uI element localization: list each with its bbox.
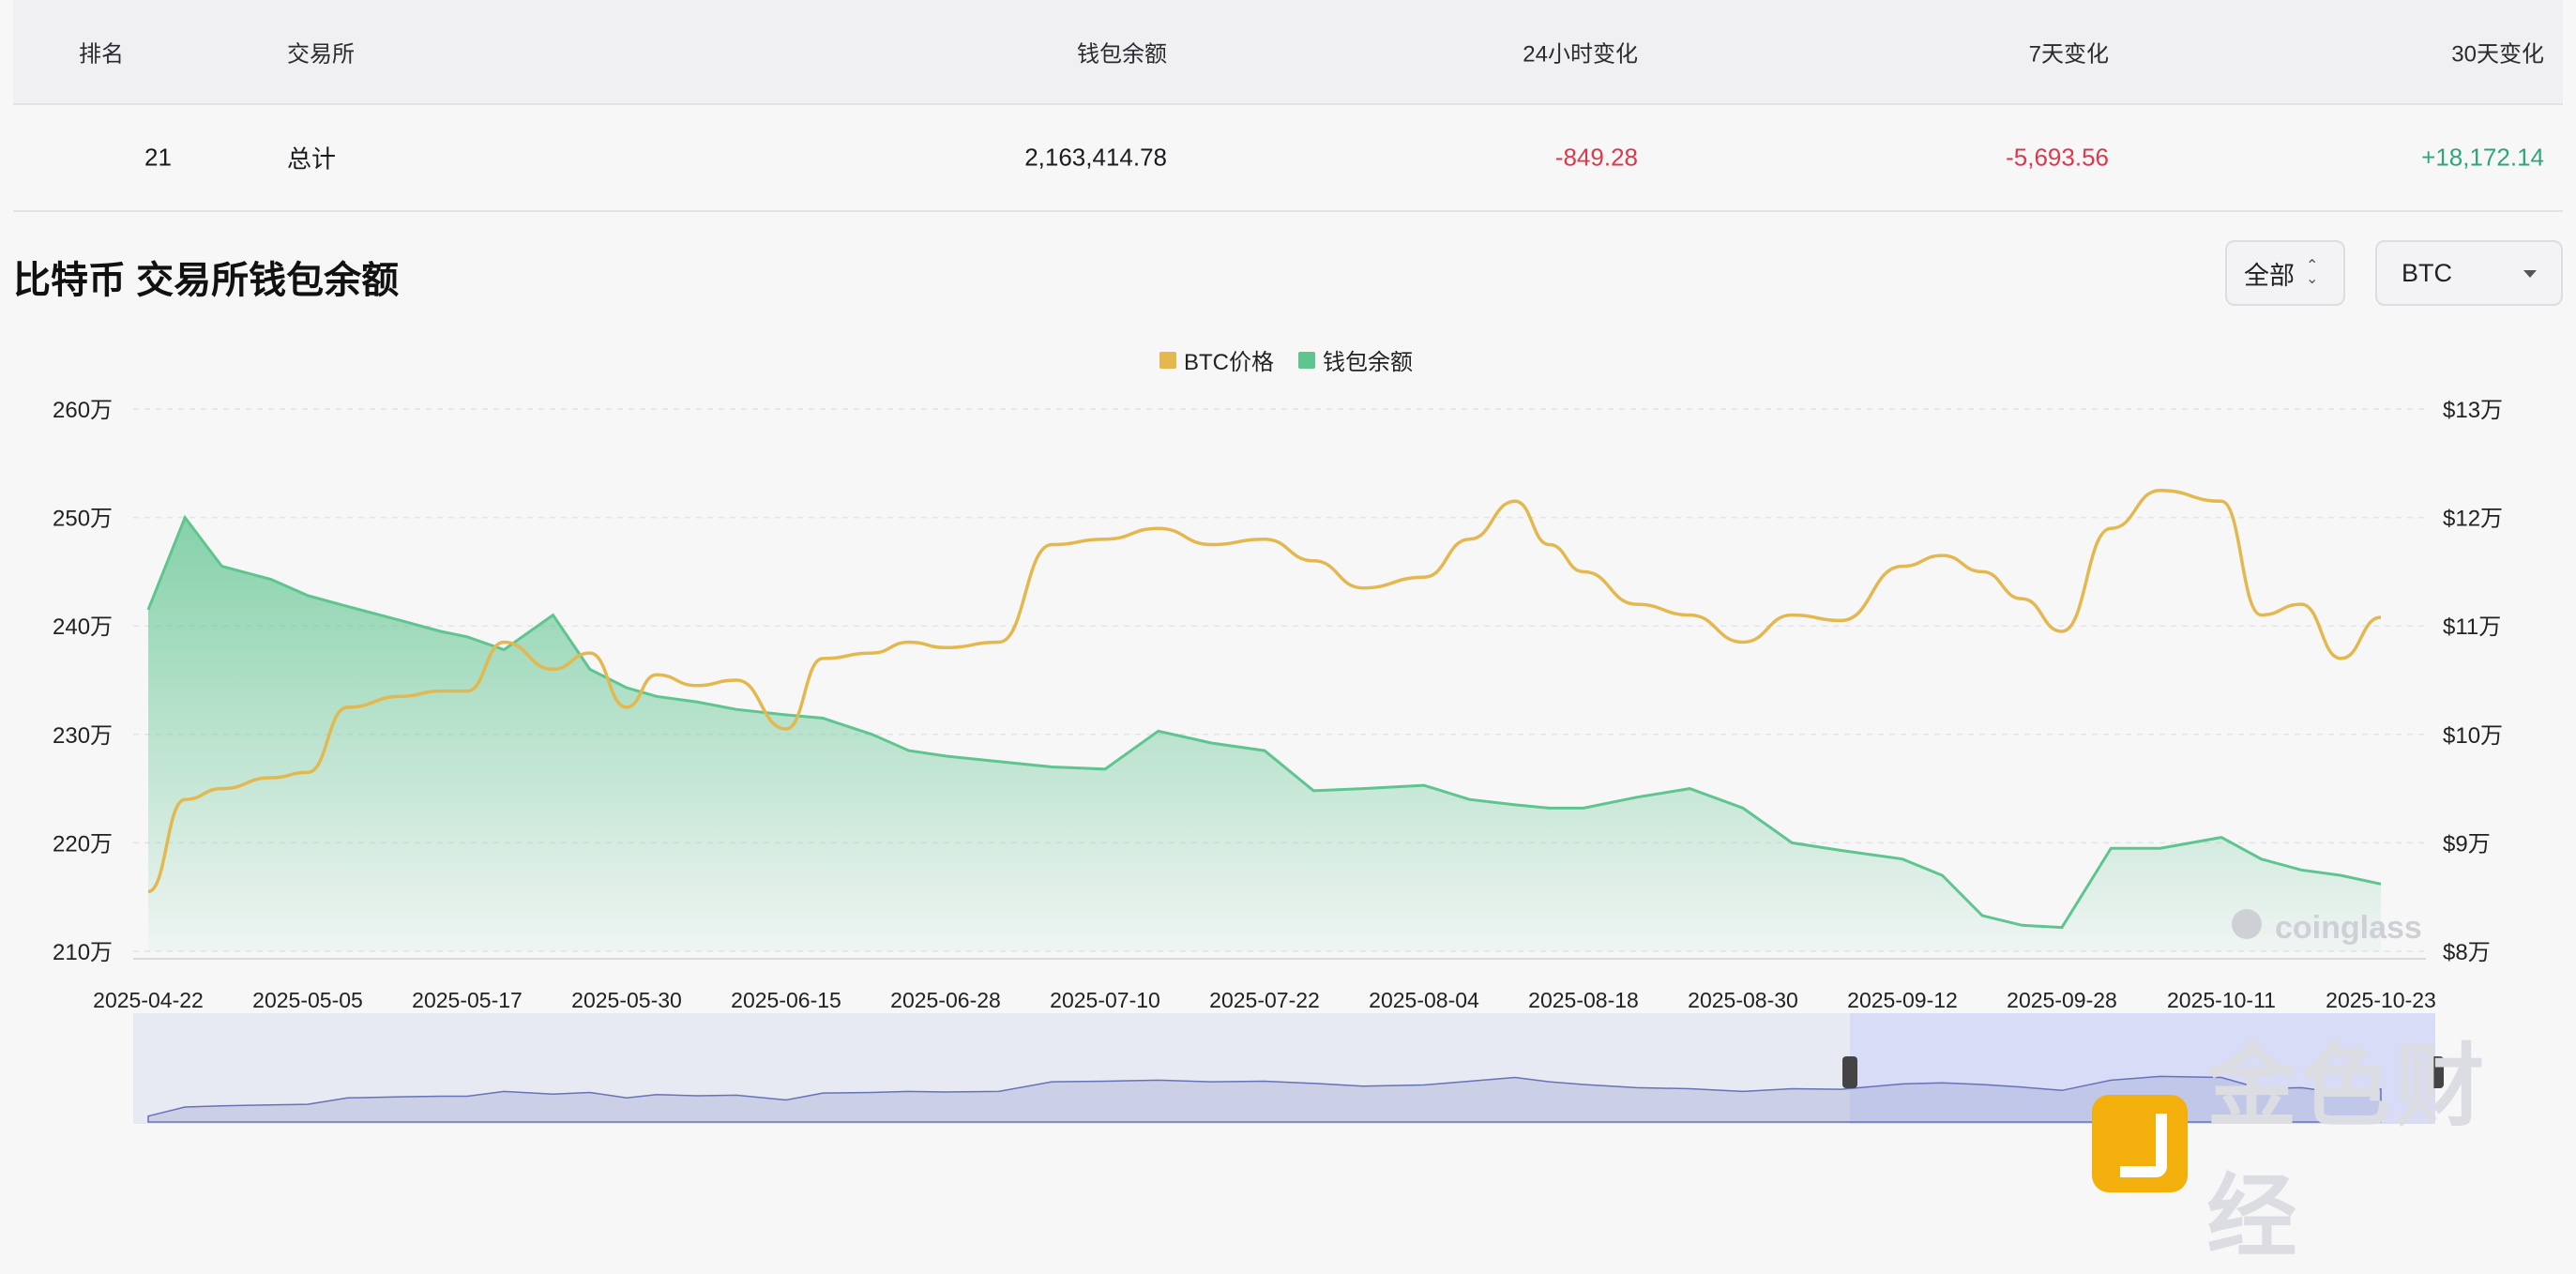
x-tick-label: 2025-04-22 <box>93 988 204 1012</box>
y-right-tick-label: $9万 <box>2443 831 2491 857</box>
y-right-tick-label: $12万 <box>2443 507 2503 532</box>
y-left-tick-label: 250万 <box>53 507 113 532</box>
y-right-tick-label: $10万 <box>2443 723 2503 749</box>
series-layer <box>148 491 2381 951</box>
jinse-logo-icon <box>2092 1095 2188 1192</box>
jinse-watermark: 金色财经 <box>2092 1013 2576 1274</box>
x-tick-label: 2025-05-05 <box>252 988 363 1012</box>
x-tick-label: 2025-10-11 <box>2167 988 2276 1012</box>
y-left-tick-label: 260万 <box>53 398 113 423</box>
x-tick-label: 2025-05-17 <box>412 988 523 1012</box>
coinglass-text: coinglass <box>2275 910 2422 946</box>
jinse-watermark-text: 金色财经 <box>2206 1013 2576 1274</box>
x-tick-label: 2025-09-28 <box>2007 988 2117 1012</box>
y-right-tick-label: $13万 <box>2443 398 2503 423</box>
y-right-tick-label: $8万 <box>2443 940 2491 965</box>
x-tick-label: 2025-08-04 <box>1369 988 1479 1012</box>
y-axis-left: 260万 250万 240万 230万 220万 210万 <box>53 398 113 965</box>
x-axis: 2025-04-22 2025-05-05 2025-05-17 2025-05-30… <box>93 959 2436 1012</box>
navigator-handle-left[interactable] <box>1842 1056 1857 1088</box>
y-right-tick-label: $11万 <box>2443 614 2501 640</box>
x-tick-label: 2025-10-23 <box>2326 988 2436 1012</box>
x-tick-label: 2025-07-10 <box>1050 988 1160 1012</box>
y-left-tick-label: 230万 <box>53 723 113 749</box>
x-tick-label: 2025-08-18 <box>1528 988 1639 1012</box>
x-tick-label: 2025-09-12 <box>1847 988 1958 1012</box>
x-tick-label: 2025-07-22 <box>1209 988 1320 1012</box>
x-tick-label: 2025-06-15 <box>731 988 841 1012</box>
x-tick-label: 2025-05-30 <box>571 988 682 1012</box>
x-tick-label: 2025-06-28 <box>890 988 1001 1012</box>
y-axis-right: $13万 $12万 $11万 $10万 $9万 $8万 <box>2443 398 2503 965</box>
y-left-tick-label: 220万 <box>53 831 113 857</box>
y-left-tick-label: 210万 <box>53 940 113 965</box>
x-tick-label: 2025-08-30 <box>1688 988 1798 1012</box>
balance-price-chart: 260万 250万 240万 230万 220万 210万 $13万 $12万 $11万 $10… <box>0 0 2576 1133</box>
y-left-tick-label: 240万 <box>53 614 113 640</box>
coinglass-logo-icon <box>2232 909 2262 939</box>
